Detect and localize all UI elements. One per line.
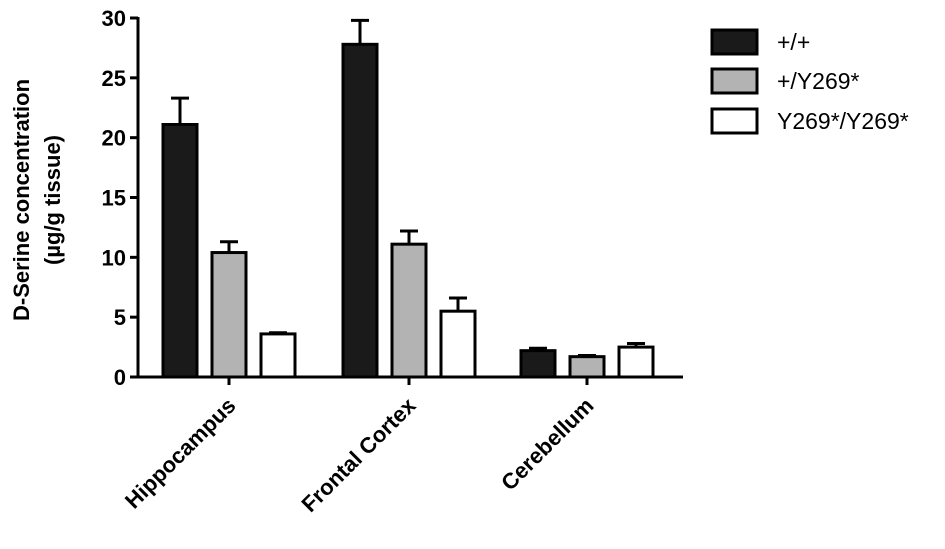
legend-swatch bbox=[710, 28, 759, 56]
bar bbox=[617, 345, 655, 379]
y-tick-label: 30 bbox=[102, 6, 126, 31]
y-axis-title-line-2: (µg/g tissue) bbox=[40, 135, 65, 265]
y-tick-label: 5 bbox=[114, 305, 126, 330]
legend-swatch bbox=[710, 67, 759, 95]
legend-label: +/Y269* bbox=[777, 68, 860, 94]
bar bbox=[568, 355, 606, 379]
bar bbox=[210, 251, 248, 379]
legend: +/+ +/Y269* Y269*/Y269* bbox=[710, 28, 909, 135]
legend-swatch bbox=[710, 107, 759, 135]
bar bbox=[341, 42, 379, 379]
bars-layer bbox=[161, 18, 655, 379]
y-tick-label: 10 bbox=[102, 245, 126, 270]
y-axis-title: D-Serine concentration (µg/g tissue) bbox=[9, 79, 65, 321]
bar bbox=[161, 123, 199, 379]
y-tick-label: 15 bbox=[102, 186, 126, 211]
y-axis-title-line-1: D-Serine concentration bbox=[9, 79, 34, 321]
bar bbox=[259, 332, 297, 379]
bar bbox=[439, 309, 477, 379]
bar bbox=[390, 242, 428, 379]
y-tick-label: 25 bbox=[102, 66, 126, 91]
bar bbox=[519, 349, 557, 379]
x-category-label: Cerebellum bbox=[496, 393, 598, 495]
y-tick-label: 20 bbox=[102, 126, 126, 151]
x-category-label: Hippocampus bbox=[120, 393, 241, 514]
legend-label: +/+ bbox=[777, 29, 810, 55]
y-tick-label: 0 bbox=[114, 365, 126, 390]
legend-label: Y269*/Y269* bbox=[777, 108, 909, 134]
x-category-label: Frontal Cortex bbox=[297, 392, 422, 517]
